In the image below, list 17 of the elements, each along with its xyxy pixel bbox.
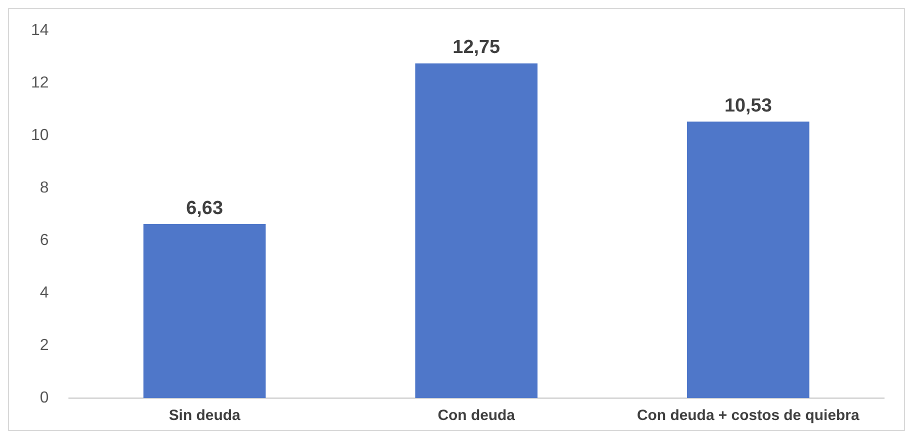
y-tick-label: 0 bbox=[40, 390, 49, 407]
y-tick-label: 2 bbox=[40, 337, 49, 354]
y-tick-label: 14 bbox=[30, 22, 49, 39]
y-tick-label: 10 bbox=[30, 126, 49, 144]
bar bbox=[686, 122, 810, 398]
bar bbox=[143, 224, 266, 398]
y-tick-label: 6 bbox=[40, 232, 49, 249]
data-label: 12,75 bbox=[452, 37, 500, 58]
x-tick-label: Con deuda + costos de quiebra bbox=[636, 407, 860, 424]
y-tick-label: 4 bbox=[40, 284, 49, 302]
data-label: 10,53 bbox=[724, 95, 772, 116]
x-tick-label: Con deuda bbox=[438, 407, 516, 424]
x-tick-label: Sin deuda bbox=[168, 407, 241, 424]
y-tick-label: 12 bbox=[30, 74, 49, 92]
bar bbox=[415, 63, 538, 398]
y-tick-label: 8 bbox=[40, 179, 49, 196]
data-label: 6,63 bbox=[186, 198, 223, 219]
